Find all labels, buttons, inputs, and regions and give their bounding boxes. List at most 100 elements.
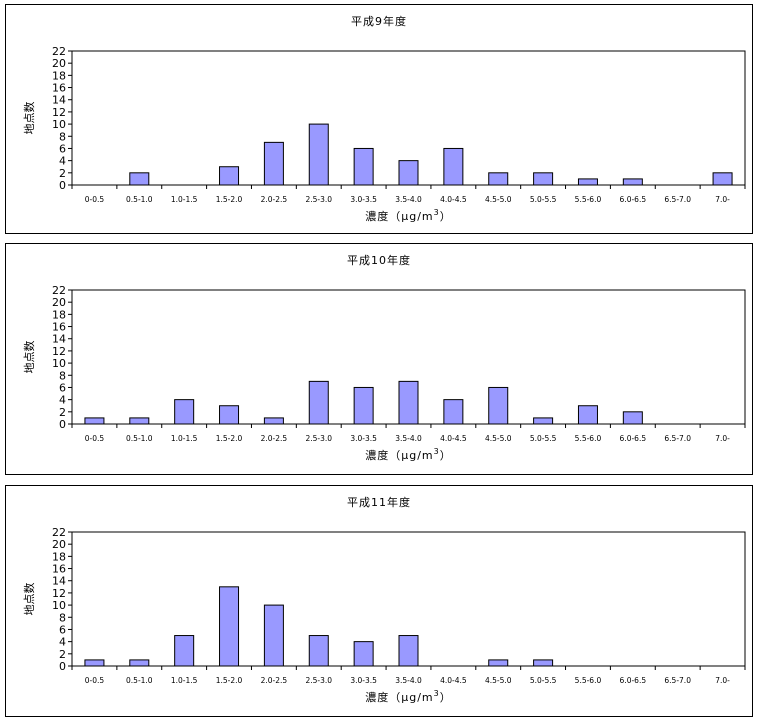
bar (174, 635, 195, 667)
bar (622, 178, 643, 186)
bar (533, 172, 554, 186)
x-tick-label: 0.5-1.0 (126, 676, 153, 685)
x-tick-label: 3.5-4.0 (395, 676, 422, 685)
bar (398, 380, 419, 425)
x-axis-label: 濃度（μg/m3） (365, 208, 452, 223)
x-tick-label: 1.0-1.5 (171, 195, 198, 204)
x-tick-label: 5.5-6.0 (575, 676, 602, 685)
x-tick-label: 5.0-5.5 (530, 195, 557, 204)
bar (84, 417, 105, 425)
bar (488, 386, 509, 425)
y-tick-label: 14 (52, 94, 66, 107)
y-tick-label: 14 (52, 333, 66, 346)
y-tick-label: 6 (59, 381, 66, 394)
y-tick-label: 4 (59, 636, 66, 649)
y-tick-label: 22 (52, 284, 66, 297)
y-tick-label: 2 (59, 167, 66, 180)
y-tick-label: 8 (59, 611, 66, 624)
x-tick-label: 6.5-7.0 (664, 676, 691, 685)
x-tick-label: 4.5-5.0 (485, 434, 512, 443)
bar (308, 123, 329, 186)
bar (488, 659, 509, 667)
x-tick-label: 7.0- (715, 195, 730, 204)
x-tick-label: 1.0-1.5 (171, 676, 198, 685)
y-tick-label: 10 (52, 357, 66, 370)
x-tick-label: 3.5-4.0 (395, 195, 422, 204)
x-axis-label: 濃度（μg/m3） (365, 447, 452, 462)
x-tick-label: 1.5-2.0 (216, 195, 243, 204)
y-tick-label: 12 (52, 106, 66, 119)
x-tick-label: 7.0- (715, 676, 730, 685)
x-tick-label: 2.5-3.0 (305, 195, 332, 204)
y-tick-label: 8 (59, 130, 66, 143)
x-tick-label: 0.5-1.0 (126, 434, 153, 443)
bar (353, 147, 374, 186)
bar (443, 147, 464, 186)
y-tick-label: 18 (52, 308, 66, 321)
y-tick-label: 18 (52, 550, 66, 563)
x-tick-label: 7.0- (715, 434, 730, 443)
y-tick-label: 6 (59, 623, 66, 636)
x-tick-label: 0-0.5 (85, 434, 105, 443)
y-tick-label: 20 (52, 538, 66, 551)
bar (398, 635, 419, 667)
bar (219, 586, 240, 667)
bar (577, 178, 598, 186)
y-axis-label: 地点数 (23, 102, 36, 135)
y-tick-label: 4 (59, 155, 66, 168)
y-tick-label: 0 (59, 418, 66, 431)
chart-panel-h10: 平成10年度 0 2 4 6 8 10 12 14 16 18 20 22 0-0.5 0.5-1.0 1.… (5, 243, 753, 475)
bar (577, 405, 598, 425)
x-tick-label: 2.0-2.5 (261, 195, 288, 204)
x-tick-label: 1.0-1.5 (171, 434, 198, 443)
x-tick-label: 5.5-6.0 (575, 434, 602, 443)
x-tick-label: 4.0-4.5 (440, 434, 467, 443)
x-tick-label: 4.5-5.0 (485, 676, 512, 685)
x-tick-label: 3.0-3.5 (350, 434, 377, 443)
bar (353, 641, 374, 667)
x-tick-label: 4.5-5.0 (485, 195, 512, 204)
bar (443, 399, 464, 425)
bar (129, 172, 150, 186)
y-tick-label: 4 (59, 394, 66, 407)
y-tick-label: 8 (59, 369, 66, 382)
y-tick-label: 12 (52, 587, 66, 600)
bar (219, 166, 240, 186)
x-tick-label: 2.5-3.0 (305, 434, 332, 443)
y-tick-label: 6 (59, 142, 66, 155)
y-tick-label: 10 (52, 118, 66, 131)
y-tick-label: 2 (59, 406, 66, 419)
y-tick-label: 22 (52, 526, 66, 539)
y-axis-label: 地点数 (23, 583, 36, 616)
bar (84, 659, 105, 667)
bar (533, 417, 554, 425)
x-tick-label: 3.5-4.0 (395, 434, 422, 443)
chart-title: 平成9年度 (351, 15, 407, 28)
bar (398, 160, 419, 186)
bar (533, 659, 554, 667)
bar (129, 659, 150, 667)
x-tick-label: 1.5-2.0 (216, 676, 243, 685)
y-axis-label: 地点数 (23, 341, 36, 374)
x-tick-label: 1.5-2.0 (216, 434, 243, 443)
chart-title: 平成11年度 (347, 496, 411, 509)
y-tick-label: 10 (52, 599, 66, 612)
x-axis-label: 濃度（μg/m3） (365, 689, 452, 704)
bar (712, 172, 733, 186)
x-tick-label: 2.5-3.0 (305, 676, 332, 685)
y-tick-label: 16 (52, 563, 66, 576)
y-tick-label: 16 (52, 82, 66, 95)
x-tick-label: 0-0.5 (85, 195, 105, 204)
chart-panel-h11: 平成11年度 0 2 4 6 8 10 12 14 16 18 20 22 0-0.5 0.5-1.0 1.… (5, 485, 753, 717)
y-tick-label: 22 (52, 45, 66, 58)
x-tick-label: 3.0-3.5 (350, 676, 377, 685)
bar (308, 380, 329, 425)
x-tick-label: 0.5-1.0 (126, 195, 153, 204)
bar (488, 172, 509, 186)
y-tick-label: 20 (52, 296, 66, 309)
x-tick-label: 6.0-6.5 (620, 676, 647, 685)
x-tick-label: 5.5-6.0 (575, 195, 602, 204)
x-tick-label: 0-0.5 (85, 676, 105, 685)
